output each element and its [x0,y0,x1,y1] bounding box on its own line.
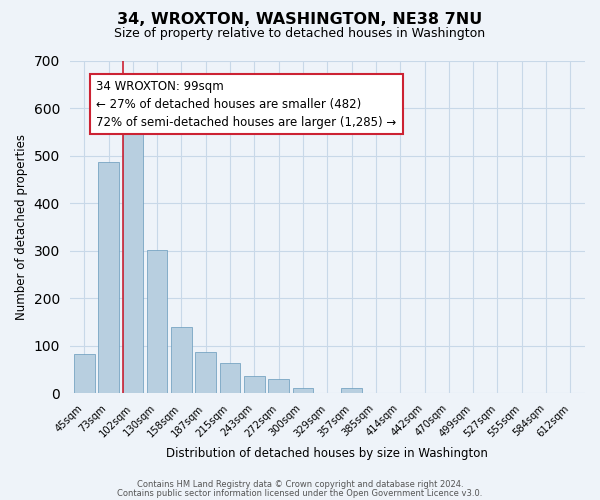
Y-axis label: Number of detached properties: Number of detached properties [15,134,28,320]
Bar [98,162,119,394]
Text: Size of property relative to detached houses in Washington: Size of property relative to detached ho… [115,28,485,40]
Text: 34, WROXTON, WASHINGTON, NE38 7NU: 34, WROXTON, WASHINGTON, NE38 7NU [118,12,482,28]
Bar [341,388,362,394]
Bar [74,354,95,394]
Text: Contains public sector information licensed under the Open Government Licence v3: Contains public sector information licen… [118,488,482,498]
Bar [293,388,313,394]
Text: 34 WROXTON: 99sqm
← 27% of detached houses are smaller (482)
72% of semi-detache: 34 WROXTON: 99sqm ← 27% of detached hous… [97,80,397,128]
Text: Contains HM Land Registry data © Crown copyright and database right 2024.: Contains HM Land Registry data © Crown c… [137,480,463,489]
Bar [244,376,265,394]
Bar [171,327,192,394]
Bar [220,363,241,394]
Bar [196,352,216,394]
Bar [122,126,143,394]
Bar [147,250,167,394]
Bar [268,379,289,394]
X-axis label: Distribution of detached houses by size in Washington: Distribution of detached houses by size … [166,447,488,460]
